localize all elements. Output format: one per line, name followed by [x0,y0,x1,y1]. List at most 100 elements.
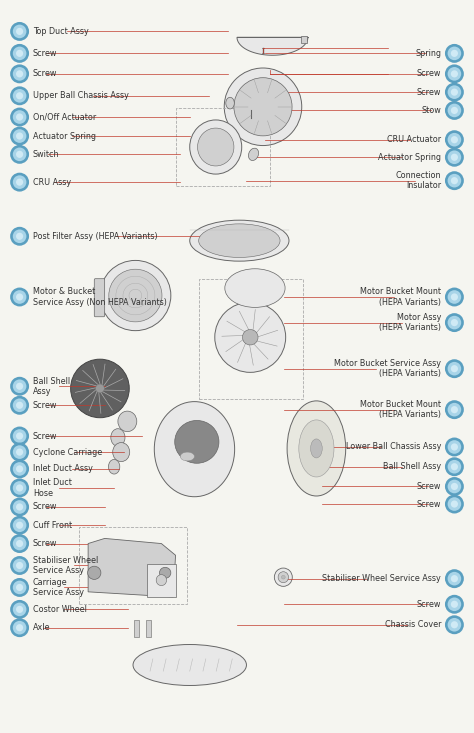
Ellipse shape [10,287,29,306]
Ellipse shape [10,618,29,637]
Text: Screw: Screw [33,401,57,410]
Ellipse shape [16,402,23,409]
Text: Lower Ball Chassis Assy: Lower Ball Chassis Assy [346,443,441,452]
FancyBboxPatch shape [94,279,105,317]
Ellipse shape [447,103,461,117]
Ellipse shape [445,148,464,166]
Text: Inlet Duct
Hose: Inlet Duct Hose [33,478,72,498]
Ellipse shape [16,504,23,511]
FancyBboxPatch shape [146,619,151,637]
Ellipse shape [10,600,29,619]
Ellipse shape [447,133,461,147]
Bar [147,564,175,597]
Ellipse shape [445,359,464,378]
Ellipse shape [445,477,464,496]
Ellipse shape [16,293,23,301]
FancyBboxPatch shape [135,619,139,637]
Text: Motor Assy
(HEPA Variants): Motor Assy (HEPA Variants) [379,313,441,332]
Ellipse shape [242,330,258,345]
Text: Screw: Screw [417,500,441,509]
Text: CRU Assy: CRU Assy [33,177,71,187]
Ellipse shape [451,463,458,471]
Ellipse shape [13,110,27,124]
Ellipse shape [13,89,27,103]
Ellipse shape [445,457,464,476]
Ellipse shape [109,460,120,474]
Ellipse shape [13,147,27,161]
Text: Screw: Screw [417,70,441,78]
Ellipse shape [16,151,23,158]
Ellipse shape [13,621,27,635]
Ellipse shape [10,86,29,106]
Ellipse shape [10,427,29,446]
Ellipse shape [447,618,461,632]
Ellipse shape [447,597,461,611]
Text: CRU Actuator: CRU Actuator [387,135,441,144]
Ellipse shape [226,97,234,109]
Ellipse shape [113,443,130,462]
Ellipse shape [10,226,29,246]
Ellipse shape [16,584,23,591]
Ellipse shape [13,603,27,616]
Ellipse shape [109,269,162,322]
Ellipse shape [159,567,171,578]
Text: Carriage
Service Assy: Carriage Service Assy [33,578,84,597]
Polygon shape [88,539,175,597]
Bar [79,528,187,604]
Text: Stow: Stow [421,106,441,115]
Ellipse shape [10,396,29,415]
Ellipse shape [445,438,464,457]
Ellipse shape [224,68,302,146]
Text: Connection
Insulator: Connection Insulator [396,171,441,191]
Ellipse shape [10,127,29,146]
Ellipse shape [118,411,137,432]
Ellipse shape [447,85,461,99]
Ellipse shape [451,600,458,608]
Text: Actuator Spring: Actuator Spring [33,131,96,141]
Ellipse shape [10,173,29,191]
Ellipse shape [10,145,29,163]
Text: Screw: Screw [33,502,57,512]
Text: Screw: Screw [33,70,57,78]
Ellipse shape [447,67,461,81]
Ellipse shape [445,172,464,190]
Text: Actuator Spring: Actuator Spring [378,152,441,162]
Ellipse shape [215,302,286,372]
Ellipse shape [451,365,458,372]
Ellipse shape [16,605,23,613]
Ellipse shape [451,501,458,508]
Text: Motor & Bucket
Service Assy (Non HEPA Variants): Motor & Bucket Service Assy (Non HEPA Va… [33,287,167,306]
Bar [175,108,270,185]
Ellipse shape [13,47,27,60]
Text: Chassis Cover: Chassis Cover [385,620,441,629]
Ellipse shape [13,430,27,443]
Text: Screw: Screw [33,539,57,548]
Ellipse shape [16,522,23,528]
Ellipse shape [16,114,23,121]
Ellipse shape [13,581,27,594]
Ellipse shape [445,65,464,84]
Ellipse shape [13,481,27,495]
Ellipse shape [13,229,27,243]
Ellipse shape [10,556,29,575]
Text: Screw: Screw [417,88,441,97]
Ellipse shape [10,44,29,63]
Ellipse shape [445,83,464,102]
Ellipse shape [451,319,458,326]
Ellipse shape [16,432,23,440]
Ellipse shape [13,445,27,459]
Ellipse shape [451,483,458,490]
Ellipse shape [13,462,27,476]
Text: Cuff Front: Cuff Front [33,520,72,530]
Ellipse shape [175,421,219,463]
Text: Costor Wheel: Costor Wheel [33,605,87,614]
Ellipse shape [16,50,23,57]
Ellipse shape [180,452,194,461]
Ellipse shape [10,22,29,41]
Text: Upper Ball Chassis Assy: Upper Ball Chassis Assy [33,92,129,100]
Ellipse shape [447,47,461,60]
Ellipse shape [16,28,23,35]
Ellipse shape [451,575,458,582]
Ellipse shape [299,420,334,477]
Text: Stabiliser Wheel Service Assy: Stabiliser Wheel Service Assy [322,574,441,583]
